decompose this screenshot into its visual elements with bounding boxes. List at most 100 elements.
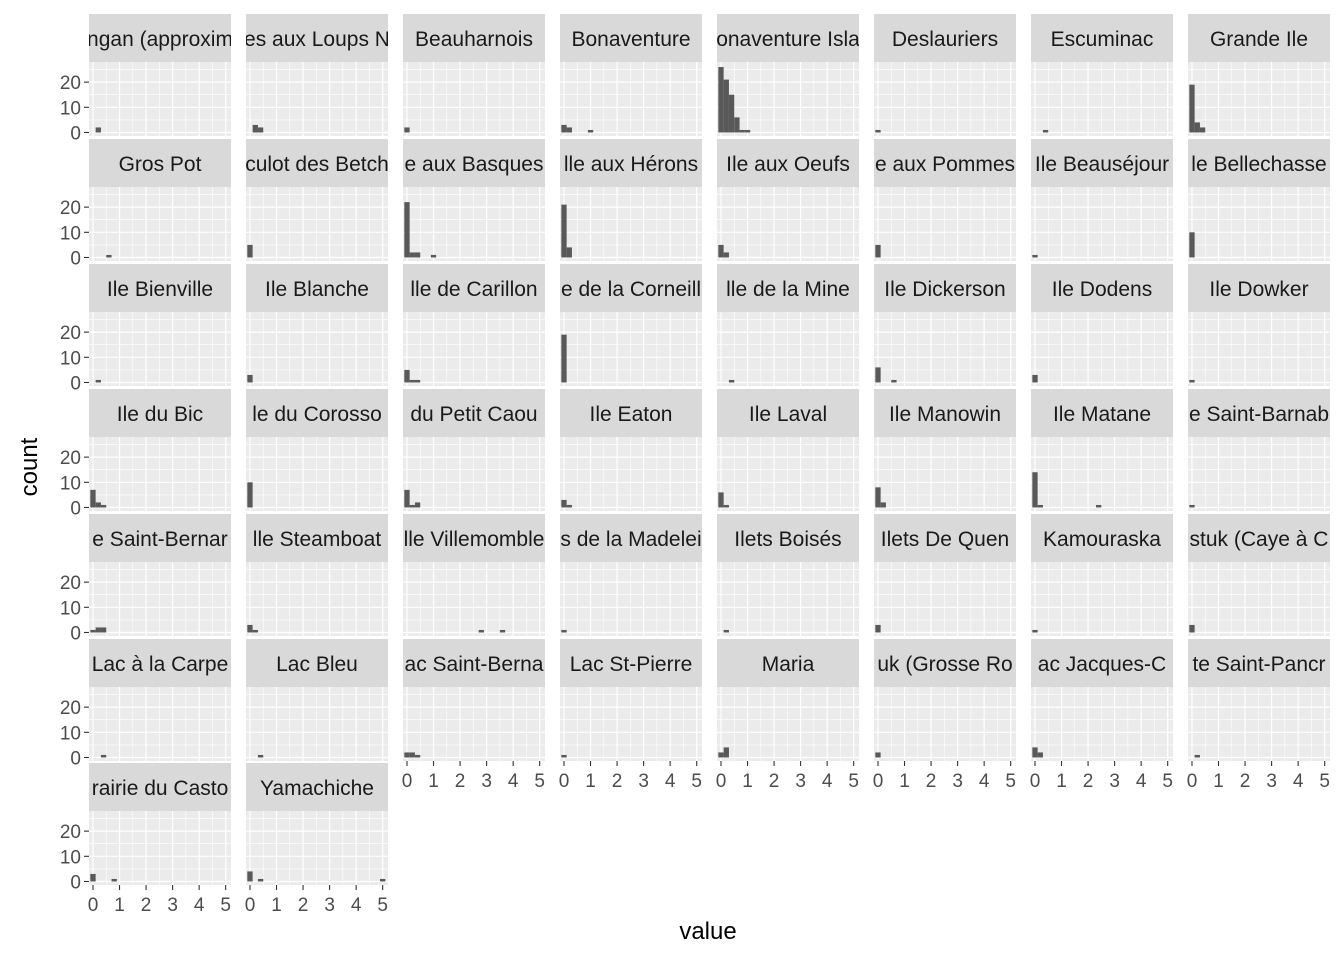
y-tick-label: 0 <box>70 248 81 269</box>
histogram-bar <box>875 752 881 758</box>
facet-title: du Petit Caou <box>410 403 537 426</box>
panel-background <box>246 437 388 511</box>
histogram-bar <box>1037 504 1043 508</box>
facet-strip <box>717 514 859 562</box>
histogram-bar <box>414 754 421 758</box>
facet-strip <box>246 763 388 811</box>
facet-title: Ile Bienville <box>107 278 213 301</box>
x-tick-label: 0 <box>559 771 570 792</box>
x-tick-label: 4 <box>1136 771 1147 792</box>
facet-panel: Yamachiche 0 1 2 3 4 5 <box>245 763 388 916</box>
histogram-bar <box>744 129 751 133</box>
histogram-bar <box>728 379 735 383</box>
x-tick-label: 3 <box>1266 771 1277 792</box>
facet-panel: Beauharnois <box>403 14 545 136</box>
histogram-bar <box>95 127 101 133</box>
histogram-bar <box>1189 504 1195 508</box>
panel-background <box>717 62 859 136</box>
x-tick-label: 3 <box>167 895 178 916</box>
facet-strip <box>717 389 859 437</box>
facet-title: Grande Ile <box>1210 28 1308 51</box>
facet-title: Lac Bleu <box>276 653 358 676</box>
facet-title: Ile Blanche <box>265 278 369 301</box>
histogram-bar <box>734 117 740 133</box>
facet-panel: du Petit Caou <box>403 389 545 511</box>
facet-panel: Ile aux Oeufs <box>717 139 859 261</box>
y-tick-label: 20 <box>60 323 81 344</box>
histogram-bar <box>1032 374 1038 383</box>
panel-background <box>1188 562 1330 636</box>
histogram-bar <box>566 127 572 133</box>
panel-background <box>403 312 545 386</box>
x-tick-label: 5 <box>534 771 545 792</box>
histogram-bar <box>106 254 112 258</box>
facet-title: le Bellechasse <box>1191 153 1326 176</box>
panel-background <box>89 62 231 136</box>
panel-background <box>560 437 702 511</box>
y-tick-label: 0 <box>70 623 81 644</box>
panel-background <box>89 312 231 386</box>
histogram-bar <box>247 871 253 882</box>
histogram-bar <box>404 489 410 508</box>
facet-title: e de la Corneill <box>561 278 701 301</box>
panel-background <box>560 187 702 261</box>
histogram-bar <box>1189 232 1195 258</box>
y-tick-label: 10 <box>60 473 81 494</box>
histogram-bar <box>404 127 410 133</box>
panel-background <box>717 187 859 261</box>
facet-strip <box>874 389 1016 437</box>
facet-title: Ile Laval <box>749 403 827 426</box>
facet-strip <box>89 389 231 437</box>
y-tick-label: 20 <box>60 698 81 719</box>
histogram-bar <box>414 379 421 383</box>
panel-background <box>1031 312 1173 386</box>
facet-title: Ile Dodens <box>1052 278 1152 301</box>
facet-panel: e Saint-Barnab <box>1188 389 1330 511</box>
panel-background <box>1188 437 1330 511</box>
x-tick-label: 3 <box>952 771 963 792</box>
histogram-bar <box>404 202 410 258</box>
facet-title: Deslauriers <box>892 28 998 51</box>
x-tick-label: 5 <box>1005 771 1016 792</box>
x-tick-label: 0 <box>873 771 884 792</box>
facet-title: Gros Pot <box>119 153 202 176</box>
x-tick-label: 1 <box>428 771 439 792</box>
facet-title: Bonaventure <box>571 28 690 51</box>
facet-panel: e aux Pommes <box>874 139 1016 261</box>
facet-strip <box>246 264 388 312</box>
histogram-bar <box>409 504 415 508</box>
facet-panel: Ile Dowker <box>1188 264 1330 386</box>
y-tick-label: 10 <box>60 223 81 244</box>
y-tick-label: 10 <box>60 598 81 619</box>
facet-title: e aux Pommes <box>875 153 1015 176</box>
facet-strip <box>1031 139 1173 187</box>
panel-background <box>1188 62 1330 136</box>
histogram-bar <box>1194 122 1200 133</box>
facet-panel: lle aux Hérons <box>560 139 702 261</box>
facet-title: Ile Matane <box>1053 403 1151 426</box>
facet-panel: Ile Laval <box>717 389 859 511</box>
facet-strip <box>717 14 859 62</box>
x-tick-label: 0 <box>1187 771 1198 792</box>
x-tick-label: 4 <box>822 771 833 792</box>
histogram-bar <box>414 502 421 508</box>
y-tick-label: 0 <box>70 373 81 394</box>
histogram-bar <box>875 624 881 633</box>
facet-panel: Ile du Bic 0 10 20 <box>60 389 231 519</box>
histogram-bar <box>404 752 410 758</box>
facet-panel: onaventure Isla <box>717 14 859 136</box>
x-tick-label: 0 <box>402 771 413 792</box>
y-tick-label: 0 <box>70 872 81 893</box>
x-tick-label: 1 <box>114 895 125 916</box>
panel-background <box>246 187 388 261</box>
facet-title: uk (Grosse Ro <box>877 653 1012 676</box>
facet-strip <box>89 264 231 312</box>
histogram-bar <box>100 754 107 758</box>
panel-background <box>874 562 1016 636</box>
panel-background <box>717 437 859 511</box>
histogram-bar <box>718 492 724 508</box>
histogram-bar <box>1032 747 1038 758</box>
facet-panel: ac Saint-Berna 0 1 2 3 4 5 <box>402 639 545 792</box>
facet-panel: ngan (approxim 0 10 20 <box>60 14 231 144</box>
facet-panel: le du Corosso <box>246 389 388 511</box>
